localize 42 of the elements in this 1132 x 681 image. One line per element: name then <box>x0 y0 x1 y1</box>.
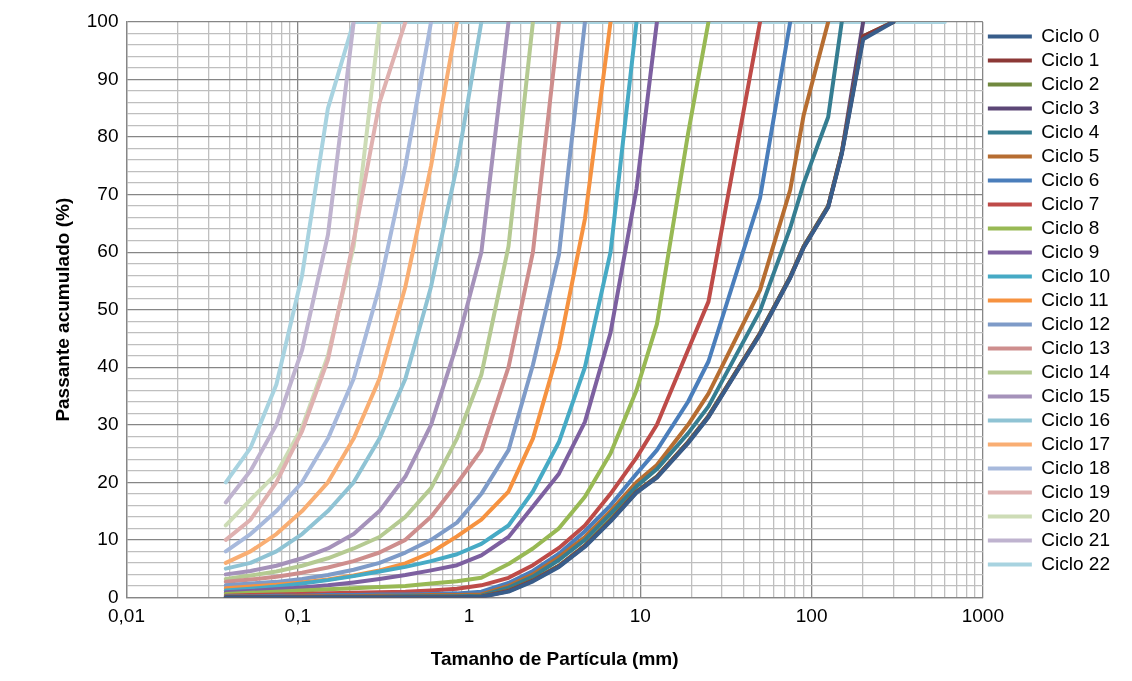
legend-label: Ciclo 10 <box>1041 264 1111 286</box>
y-tick-label: 40 <box>97 355 119 377</box>
legend-label: Ciclo 5 <box>1041 144 1100 166</box>
legend-label: Ciclo 6 <box>1041 168 1100 190</box>
y-tick-label: 70 <box>97 182 119 204</box>
y-tick-label: 50 <box>97 297 119 319</box>
x-tick-label: 1 <box>463 605 475 627</box>
y-tick-label: 80 <box>97 125 119 147</box>
legend-label: Ciclo 17 <box>1041 432 1111 454</box>
x-axis-title: Tamanho de Partícula (mm) <box>430 647 679 669</box>
legend-label: Ciclo 13 <box>1041 336 1111 358</box>
legend-label: Ciclo 12 <box>1041 312 1111 334</box>
legend-label: Ciclo 16 <box>1041 408 1111 430</box>
legend-label: Ciclo 21 <box>1041 528 1111 550</box>
legend-label: Ciclo 22 <box>1041 552 1111 574</box>
legend-label: Ciclo 15 <box>1041 384 1111 406</box>
y-tick-label: 20 <box>97 470 119 492</box>
x-tick-label: 10 <box>629 605 651 627</box>
y-tick-label: 100 <box>86 10 119 32</box>
y-tick-label: 90 <box>97 67 119 89</box>
legend-label: Ciclo 18 <box>1041 456 1111 478</box>
legend-label: Ciclo 0 <box>1041 24 1100 46</box>
y-tick-label: 60 <box>97 240 119 262</box>
legend-label: Ciclo 14 <box>1041 360 1111 382</box>
legend-label: Ciclo 3 <box>1041 96 1100 118</box>
legend-label: Ciclo 1 <box>1041 48 1100 70</box>
y-axis-title: Passante acumulado (%) <box>51 197 73 422</box>
x-tick-label: 0,01 <box>108 605 145 627</box>
legend-label: Ciclo 2 <box>1041 72 1100 94</box>
legend-label: Ciclo 19 <box>1041 480 1111 502</box>
legend-label: Ciclo 7 <box>1041 192 1100 214</box>
x-tick-label: 1000 <box>961 605 1004 627</box>
y-tick-label: 0 <box>107 585 119 607</box>
legend-label: Ciclo 20 <box>1041 504 1111 526</box>
y-tick-label: 30 <box>97 413 119 435</box>
legend-label: Ciclo 9 <box>1041 240 1100 262</box>
x-tick-label: 0,1 <box>284 605 311 627</box>
x-tick-label: 100 <box>795 605 828 627</box>
legend-label: Ciclo 8 <box>1041 216 1100 238</box>
legend-label: Ciclo 11 <box>1041 288 1109 310</box>
y-tick-label: 10 <box>97 528 119 550</box>
legend-label: Ciclo 4 <box>1041 120 1100 142</box>
